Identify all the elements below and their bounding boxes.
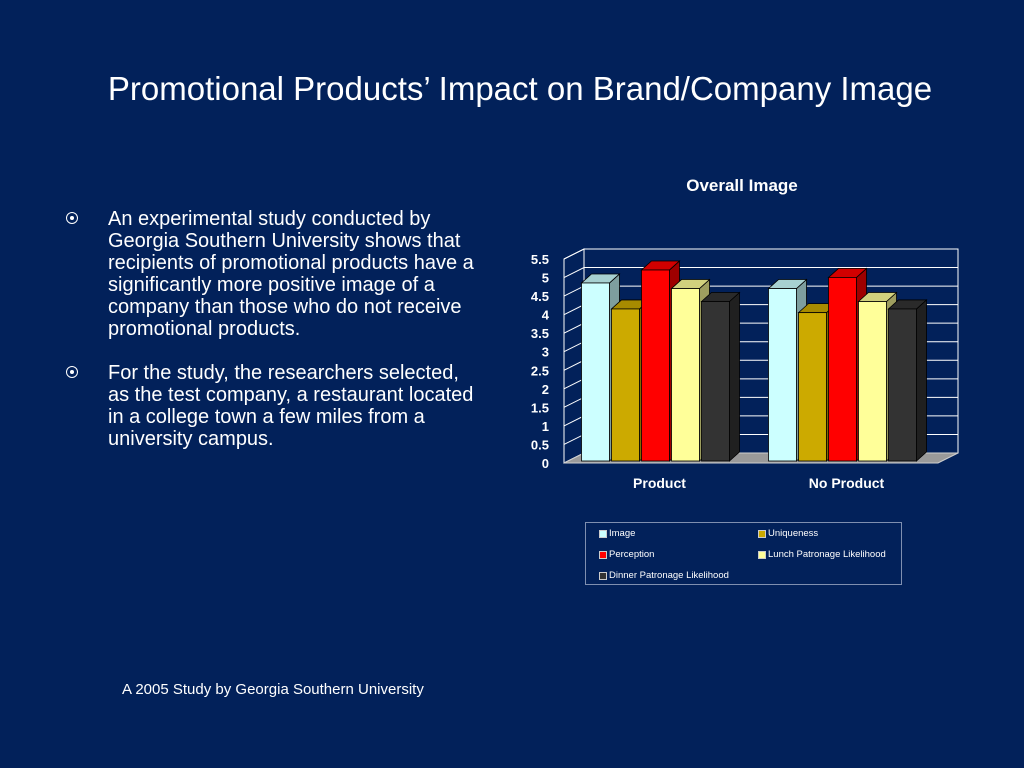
bar-side — [916, 299, 927, 462]
y-tick-label: 1 — [542, 419, 549, 434]
y-tick-label: 4 — [542, 308, 550, 323]
bar — [768, 288, 797, 462]
legend-swatch — [599, 571, 607, 580]
x-category-label: Product — [633, 475, 686, 491]
bullet-list: An experimental study conducted by Georg… — [62, 208, 482, 472]
bullet-text: An experimental study conducted by Georg… — [108, 208, 474, 340]
bar — [858, 301, 887, 462]
legend-label: Perception — [609, 549, 655, 560]
chart-legend: Image Uniqueness Perception Lunch Patronage… — [585, 522, 902, 585]
bullet-circle-icon — [66, 212, 78, 224]
legend-swatch — [599, 550, 607, 559]
legend-label: Dinner Patronage Likelihood — [609, 570, 729, 581]
legend-label: Uniqueness — [768, 528, 819, 539]
legend-swatch — [758, 550, 766, 559]
legend-item: Uniqueness — [758, 528, 818, 539]
y-tick-label: 1.5 — [531, 400, 549, 415]
y-tick-label: 0.5 — [531, 437, 549, 452]
gridline — [563, 267, 958, 278]
chart-area: Overall Image 0 0.5 1 1.5 2 2.5 3 3.5 4 4.5 5 5.5 Pro… — [520, 168, 980, 598]
bar — [641, 269, 670, 462]
y-tick-label: 0 — [542, 456, 549, 471]
y-tick-label: 5.5 — [531, 252, 549, 267]
bar — [888, 308, 917, 462]
gridline — [563, 248, 958, 260]
legend-item: Perception — [599, 549, 654, 560]
y-tick-label: 4.5 — [531, 289, 549, 304]
legend-swatch — [599, 529, 607, 538]
chart-side-wall — [563, 248, 585, 464]
bullet-item: An experimental study conducted by Georg… — [62, 208, 482, 340]
slide-title: Promotional Products’ Impact on Brand/Co… — [107, 70, 933, 107]
bar — [611, 308, 640, 462]
legend-item: Dinner Patronage Likelihood — [599, 570, 729, 581]
bar — [828, 277, 857, 462]
chart-title: Overall Image — [686, 176, 798, 195]
bar-chart: Overall Image 0 0.5 1 1.5 2 2.5 3 3.5 4 4.5 5 5.5 Pro… — [531, 176, 959, 491]
y-tick-label: 3 — [542, 345, 549, 360]
legend-swatch — [758, 529, 766, 538]
legend-label: Lunch Patronage Likelihood — [768, 549, 886, 560]
legend-item: Lunch Patronage Likelihood — [758, 549, 886, 560]
bar — [671, 288, 700, 462]
bar-side — [729, 291, 740, 462]
bar — [701, 301, 730, 462]
bar — [581, 282, 610, 462]
bullet-circle-icon — [66, 366, 78, 378]
bullet-text: For the study, the researchers selected,… — [108, 362, 474, 450]
y-tick-label: 2.5 — [531, 363, 549, 378]
legend-label: Image — [609, 528, 636, 539]
footer-note: A 2005 Study by Georgia Southern Univers… — [122, 681, 424, 698]
bullet-item: For the study, the researchers selected,… — [62, 362, 482, 450]
y-tick-label: 5 — [542, 271, 549, 286]
legend-item: Image — [599, 528, 635, 539]
x-category-label: No Product — [809, 475, 885, 491]
y-tick-label: 3.5 — [531, 326, 549, 341]
y-tick-label: 2 — [542, 382, 549, 397]
bar — [798, 312, 827, 462]
